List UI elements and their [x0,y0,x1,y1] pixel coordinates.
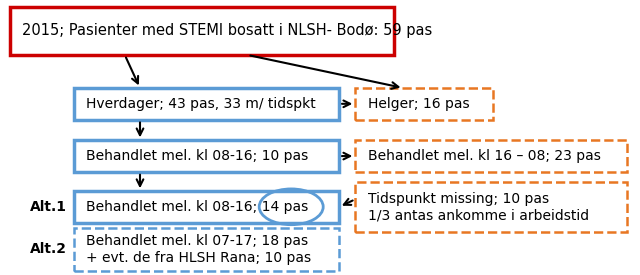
Text: Behandlet mel. kl 16 – 08; 23 pas: Behandlet mel. kl 16 – 08; 23 pas [368,149,601,163]
FancyBboxPatch shape [74,191,339,223]
Text: Alt.1: Alt.1 [29,200,67,214]
Text: Helger; 16 pas: Helger; 16 pas [368,97,470,111]
Text: 2015; Pasienter med STEMI bosatt i NLSH- Bodø: 59 pas: 2015; Pasienter med STEMI bosatt i NLSH-… [22,23,433,38]
FancyBboxPatch shape [74,88,339,120]
Text: Hverdager; 43 pas, 33 m/ tidspkt: Hverdager; 43 pas, 33 m/ tidspkt [86,97,316,111]
Text: Alt.2: Alt.2 [29,243,67,256]
FancyBboxPatch shape [74,228,339,271]
Text: Behandlet mel. kl 08-16; 10 pas: Behandlet mel. kl 08-16; 10 pas [86,149,308,163]
Text: Behandlet mel. kl 08-16; 14 pas: Behandlet mel. kl 08-16; 14 pas [86,200,308,214]
Text: Behandlet mel. kl 07-17; 18 pas
+ evt. de fra HLSH Rana; 10 pas: Behandlet mel. kl 07-17; 18 pas + evt. d… [86,235,312,265]
FancyBboxPatch shape [10,7,394,55]
FancyBboxPatch shape [355,182,627,232]
FancyBboxPatch shape [355,140,627,172]
FancyBboxPatch shape [74,140,339,172]
FancyBboxPatch shape [355,88,493,120]
Text: Tidspunkt missing; 10 pas
1/3 antas ankomme i arbeidstid: Tidspunkt missing; 10 pas 1/3 antas anko… [368,192,589,222]
